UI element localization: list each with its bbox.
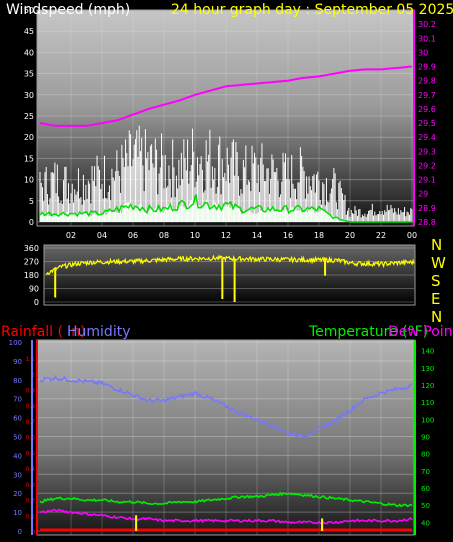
pressure-tick-label: 29.3	[418, 147, 436, 156]
humidity-title: Humidity	[67, 324, 130, 340]
hour-tick-label: 04	[97, 231, 107, 240]
rain-axis-bar	[36, 340, 38, 535]
temperature-tick-label: 80	[421, 451, 430, 459]
hour-tick-label: 20	[345, 231, 355, 240]
hour-tick-label: 22	[376, 231, 386, 240]
wind-speed-tick-label: 20	[24, 133, 34, 142]
humidity-tick-label: 0	[18, 528, 22, 536]
pressure-tick-label: 29.4	[418, 133, 436, 142]
wind-speed-tick-label: 10	[24, 176, 34, 185]
hour-tick-label: 08	[159, 231, 169, 240]
pressure-tick-label: 29.8	[418, 77, 436, 86]
temperature-tick-label: 140	[421, 348, 434, 356]
wind-speed-tick-label: 15	[24, 154, 34, 163]
pressure-tick-label: 30.2	[418, 20, 436, 29]
rainfall-tick-label: 0.7	[25, 419, 35, 426]
wind-speed-tick-label: 0	[29, 218, 34, 227]
humidity-tick-label: 40	[13, 452, 22, 460]
humidity-tick-label: 30	[13, 471, 22, 479]
rainfall-tick-label: 0.3	[25, 482, 35, 489]
pressure-tick-label: 30	[418, 48, 428, 57]
rainfall-tick-label: 0.4	[25, 466, 35, 473]
pressure-tick-label: 30.1	[418, 34, 436, 43]
hour-tick-label: 02	[66, 231, 76, 240]
pressure-tick-label: 28.9	[418, 204, 436, 213]
temperature-tick-label: 90	[421, 434, 430, 442]
humidity-tick-label: 70	[13, 396, 22, 404]
humidity-tick-label: 90	[13, 358, 22, 366]
compass-letter: S	[431, 272, 441, 290]
hour-tick-label: 06	[128, 231, 138, 240]
temperature-tick-label: 50	[421, 502, 430, 510]
humidity-tick-label: 60	[13, 415, 22, 423]
compass-letter: N	[431, 236, 442, 254]
humidity-tick-label: 50	[13, 434, 22, 442]
temperature-axis-bar	[414, 340, 416, 535]
wind-speed-tick-label: 25	[24, 112, 34, 121]
pressure-tick-label: 29.6	[418, 105, 436, 114]
temperature-tick-label: 70	[421, 468, 430, 476]
direction-tick-label: 360	[24, 244, 39, 253]
wind-speed-tick-label: 40	[24, 48, 34, 57]
wind-speed-tick-label: 30	[24, 91, 34, 100]
rainfall-tick-label: 0.8	[25, 403, 35, 410]
rainfall-tick-label: 0.6	[25, 435, 35, 442]
pressure-tick-label: 29.5	[418, 119, 436, 128]
direction-tick-label: 180	[24, 271, 39, 280]
humidity-axis-bar	[31, 340, 33, 535]
direction-tick-label: 270	[24, 258, 39, 267]
compass-letter: W	[431, 254, 446, 272]
humidity-tick-label: 10	[13, 509, 22, 517]
temperature-tick-label: 60	[421, 485, 430, 493]
rainfall-tick-label: 0.2	[25, 498, 35, 505]
compass-letter: N	[431, 308, 442, 326]
humidity-tick-label: 20	[13, 490, 22, 498]
temperature-tick-label: 120	[421, 382, 434, 390]
hour-tick-label: 18	[314, 231, 324, 240]
pressure-tick-label: 29	[418, 190, 428, 199]
temperature-tick-label: 130	[421, 365, 434, 373]
windspeed-title: Windspeed (mph)	[6, 2, 130, 18]
wind-speed-tick-label: 45	[24, 27, 34, 36]
compass-letter: E	[431, 290, 440, 308]
pressure-tick-label: 29.9	[418, 63, 436, 72]
rainfall-tick-label: 0.9	[25, 387, 35, 394]
rainfall-tick-label: 1.1	[25, 356, 35, 363]
pressure-tick-label: 29.1	[418, 176, 436, 185]
temperature-tick-label: 100	[421, 416, 434, 424]
graph-title: 24 hour graph day : September 05 2025	[171, 2, 453, 18]
hour-tick-label: 10	[190, 231, 200, 240]
rainfall-tick-label: 0.5	[25, 450, 35, 457]
wind-speed-tick-label: 5	[29, 197, 34, 206]
humidity-tick-label: 100	[9, 339, 22, 347]
rainfall-tick-label: 0.1	[25, 513, 35, 520]
hour-tick-label: 12	[221, 231, 231, 240]
hour-tick-label: 16	[283, 231, 293, 240]
hour-tick-label: 00	[407, 231, 417, 240]
pressure-tick-label: 28.8	[418, 218, 436, 227]
temperature-tick-label: 40	[421, 519, 430, 527]
pressure-tick-label: 29.7	[418, 91, 436, 100]
direction-tick-label: 0	[34, 298, 39, 307]
pressure-tick-label: 29.2	[418, 161, 436, 170]
pressure-axis-bar	[413, 10, 415, 226]
dewpoint-title: Dew Point	[388, 324, 453, 340]
wind-speed-tick-label: 35	[24, 70, 34, 79]
temperature-tick-label: 110	[421, 399, 434, 407]
hour-tick-label: 14	[252, 231, 262, 240]
humidity-tick-label: 80	[13, 377, 22, 385]
direction-tick-label: 90	[29, 285, 39, 294]
